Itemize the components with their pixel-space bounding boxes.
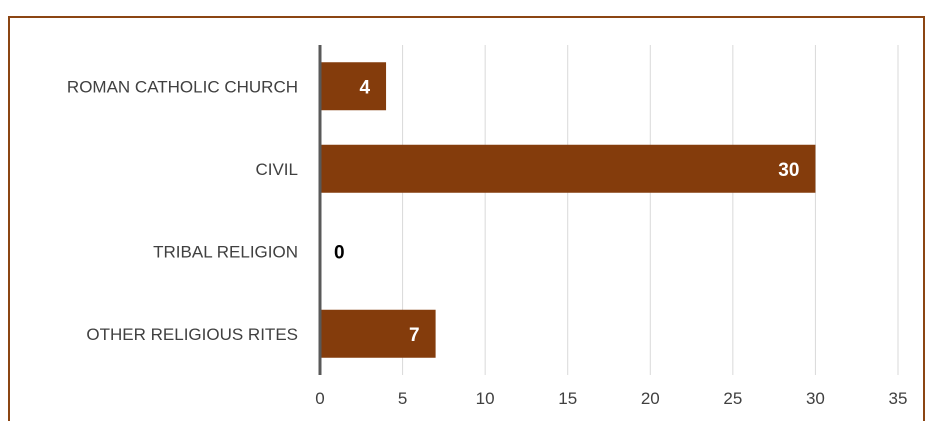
- tick-label-10: 10: [476, 389, 495, 408]
- tick-label-15: 15: [558, 389, 577, 408]
- category-label-roman-catholic-church: ROMAN CATHOLIC CHURCH: [67, 77, 298, 96]
- bar-roman-catholic-church: [320, 62, 387, 111]
- data-label-roman-catholic-church: 4: [359, 77, 370, 98]
- category-label-civil: CIVIL: [255, 160, 298, 179]
- category-labels: ROMAN CATHOLIC CHURCH CIVIL TRIBAL RELIGIO…: [67, 77, 298, 344]
- tick-label-5: 5: [398, 389, 407, 408]
- tick-label-20: 20: [641, 389, 660, 408]
- bars: [320, 62, 816, 358]
- tick-label-0: 0: [315, 389, 324, 408]
- bar-civil: [320, 144, 816, 193]
- tick-label-30: 30: [806, 389, 825, 408]
- data-labels: 4 30 0 7: [334, 77, 799, 346]
- bar-other-religious-rites: [320, 309, 436, 358]
- data-label-tribal-religion: 0: [334, 242, 345, 263]
- data-label-other-religious-rites: 7: [409, 325, 420, 346]
- tick-label-35: 35: [889, 389, 908, 408]
- tick-label-25: 25: [723, 389, 742, 408]
- category-label-other-religious-rites: OTHER RELIGIOUS RITES: [86, 325, 298, 344]
- tick-labels: 0 5 10 15 20 25 30 35: [315, 389, 907, 408]
- data-label-civil: 30: [778, 160, 799, 181]
- gridlines: [402, 45, 899, 375]
- chart-frame: [8, 16, 925, 421]
- category-label-tribal-religion: TRIBAL RELIGION: [153, 242, 298, 261]
